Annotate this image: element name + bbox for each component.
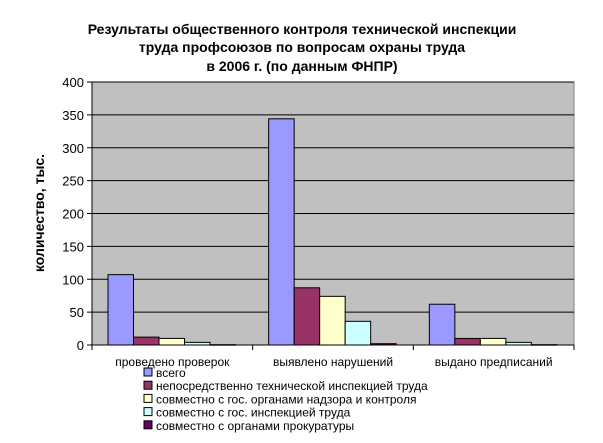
legend-swatch [143, 380, 153, 390]
legend-label: совместно с гос. инспекцией труда [156, 406, 351, 420]
bar [268, 118, 295, 346]
legend-swatch [143, 407, 153, 417]
legend-label: совместно с гос. органами надзора и конт… [156, 392, 416, 406]
axes [87, 81, 575, 350]
bar [158, 337, 185, 346]
legend-swatch [143, 367, 153, 377]
bar [107, 274, 134, 346]
legend-label: совместно с органами прокуратуры [156, 419, 354, 433]
y-tick-label: 150 [62, 239, 84, 254]
y-tick-label: 400 [62, 75, 84, 90]
bar [344, 320, 372, 346]
y-tick-label: 0 [77, 338, 84, 353]
y-tick-label: 200 [62, 207, 84, 222]
bar [428, 303, 456, 346]
y-tick-label: 350 [62, 108, 84, 123]
chart-title-line-3: в 2006 г. (по данным ФНПР) [206, 58, 397, 74]
y-tick-labels: 0 50 100 150 200 250 300 350 400 [62, 75, 84, 353]
bar [133, 336, 160, 346]
y-tick-label: 300 [62, 141, 84, 156]
bar [479, 337, 507, 346]
chart-title-line-2: труда профсоюзов по вопросам охраны труд… [139, 39, 465, 55]
y-tick-label: 50 [70, 305, 84, 320]
x-tick-labels: проведено проверок выявлено нарушений выда… [115, 355, 552, 369]
x-tick-label: проведено проверок [115, 355, 230, 369]
bar [319, 295, 346, 346]
y-tick-label: 250 [62, 174, 84, 189]
chart-title: Результаты общественного контроля технич… [88, 21, 517, 74]
x-tick-label: выдано предписаний [435, 355, 553, 369]
chart-title-line-1: Результаты общественного контроля технич… [88, 21, 517, 37]
y-tick-label: 100 [62, 272, 84, 287]
y-axis-label: количество, тыс. [31, 154, 47, 272]
bar [454, 337, 481, 346]
legend-label: непосредственно технической инспекцией т… [156, 379, 428, 393]
legend-swatch [143, 420, 153, 430]
legend-swatch [143, 393, 153, 403]
legend-label: всего [156, 366, 186, 380]
x-tick-label: выявлено нарушений [273, 355, 393, 369]
bar [293, 287, 321, 346]
